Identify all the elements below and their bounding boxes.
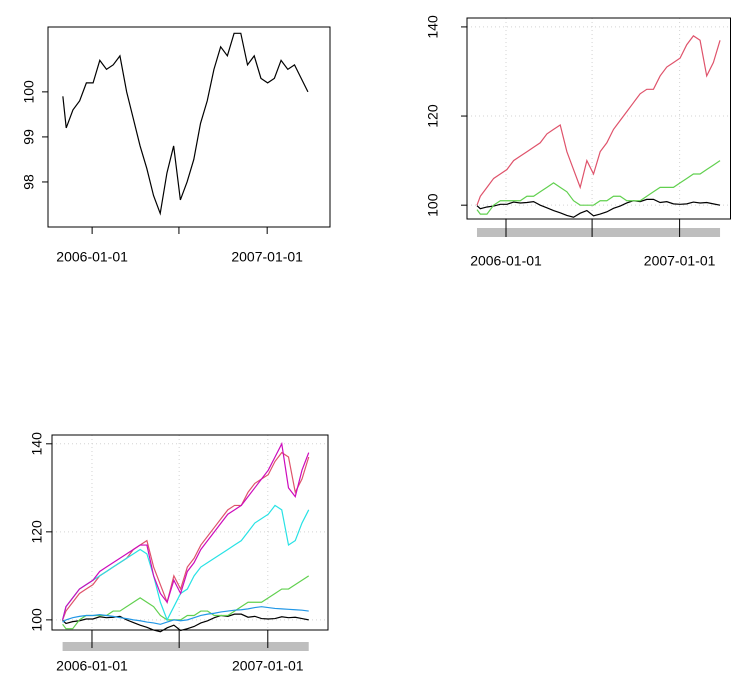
series-line [476, 35, 721, 206]
y-tick-label: 100 [425, 193, 441, 217]
series-line [476, 160, 721, 215]
series-line [62, 575, 310, 630]
y-tick-label: 120 [425, 104, 441, 128]
range-bar [62, 642, 309, 651]
y-tick-label: 98 [21, 174, 37, 190]
plot-box [466, 17, 731, 220]
x-tick-label: 2007-01-01 [232, 658, 304, 674]
x-tick-label: 2007-01-01 [231, 249, 303, 265]
y-tick-label: 99 [21, 129, 37, 145]
x-tick-label: 2006-01-01 [56, 249, 128, 265]
y-tick-label: 140 [425, 15, 441, 39]
panel: 98 99 100 2006-01-01 2007-01-01 [21, 26, 331, 265]
y-tick-label: 140 [29, 432, 45, 456]
y-tick-label: 120 [29, 520, 45, 544]
y-tick-label: 100 [29, 608, 45, 632]
panel: 100 120 140 2006-01-01 2007-01-01 [425, 15, 731, 269]
series-line [62, 504, 310, 622]
series-line [476, 198, 721, 218]
x-tick-label: 2006-01-01 [56, 658, 128, 674]
panel: 100 120 140 2006-01-01 2007-01-01 [29, 432, 329, 674]
series-line [62, 32, 309, 216]
y-tick-label: 100 [21, 80, 37, 104]
x-tick-label: 2006-01-01 [470, 253, 542, 269]
x-tick-label: 2007-01-01 [644, 253, 716, 269]
range-bar [476, 228, 721, 237]
series-line [62, 441, 310, 621]
series-line [62, 606, 309, 625]
plot-box [47, 26, 331, 228]
series-line [62, 451, 310, 621]
plot-box [51, 434, 329, 631]
